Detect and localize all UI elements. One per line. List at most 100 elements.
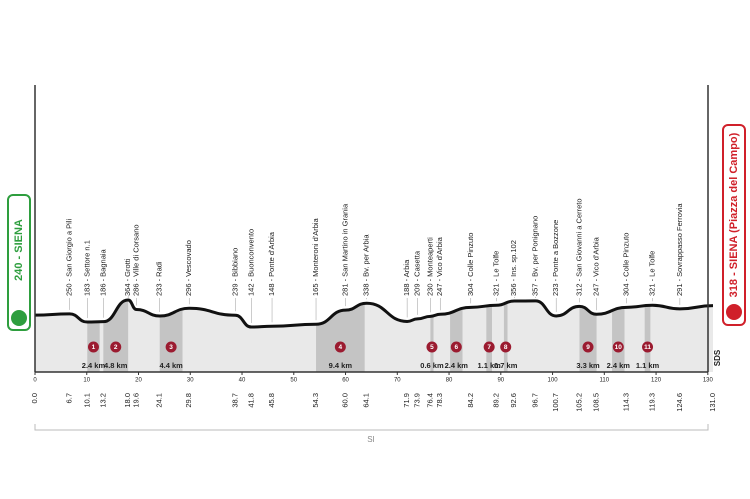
waypoint-label: 148 - Ponte d'Arbia <box>267 231 276 296</box>
sector-number: 7 <box>487 344 491 351</box>
x-tick-label: 120 <box>651 378 662 384</box>
km-label: 29.8 <box>184 393 193 408</box>
sector-number: 4 <box>339 344 343 351</box>
start-box <box>7 194 31 331</box>
sector-number: 9 <box>586 344 590 351</box>
sector-shade <box>450 300 463 372</box>
waypoint-label: 296 - Vescovado <box>184 240 193 296</box>
sector-shade <box>503 300 508 372</box>
sector-length: 1.1 km <box>636 361 660 370</box>
km-label: 108.5 <box>592 393 601 412</box>
waypoint-label: 142 - Buonconvento <box>246 229 255 296</box>
km-label: 73.9 <box>412 393 421 408</box>
sector-marker <box>582 341 594 353</box>
sector-length: 0.7 km <box>494 361 518 370</box>
sector-marker <box>642 341 654 353</box>
x-tick-label: 110 <box>600 378 610 384</box>
x-tick-label: 70 <box>394 378 401 384</box>
sector-shade <box>612 300 625 372</box>
sector-group <box>87 300 651 372</box>
km-label: 13.2 <box>98 393 107 408</box>
km-label: 24.1 <box>155 393 164 408</box>
finish-box <box>722 124 746 326</box>
waypoint-label: 188 - Arbia <box>402 259 411 296</box>
x-tick-label: 100 <box>548 378 559 384</box>
km-label: 96.7 <box>530 393 539 408</box>
sector-marker <box>426 341 438 353</box>
sector-number: 10 <box>615 344 623 351</box>
waypoint-label: 186 - Bagnaia <box>98 248 107 296</box>
km-label: 100.7 <box>551 393 560 412</box>
waypoint-label: 233 - Ponte a Bozzone <box>551 220 560 296</box>
km-label: 54.3 <box>311 393 320 408</box>
region-bracket <box>34 424 709 431</box>
waypoint-label: 364 - Grotti <box>123 258 132 296</box>
waypoint-label: 230 - Monteaperti <box>425 237 434 296</box>
sector-length: 4.4 km <box>159 361 183 370</box>
waypoint-label: 291 - Sovrappasso Ferrovia <box>675 203 684 296</box>
sector-number: 1 <box>92 344 96 351</box>
waypoint-label: 321 - Le Tolfe <box>647 251 656 296</box>
sector-length: 9.4 km <box>329 361 353 370</box>
sector-number: 6 <box>454 344 458 351</box>
start-icon <box>11 310 27 326</box>
km-label: 18.0 <box>123 393 132 408</box>
x-tick-label: 50 <box>290 378 297 384</box>
sector-shade <box>579 300 597 372</box>
sector-number: 8 <box>504 344 508 351</box>
km-label: 64.1 <box>362 393 371 408</box>
profile-area <box>35 300 713 372</box>
x-tick-label: 0 <box>33 378 37 384</box>
waypoint-label: 247 - Vico d'Arbia <box>435 236 444 296</box>
sector-marker <box>334 341 346 353</box>
sector-marker <box>612 341 624 353</box>
km-label: 41.8 <box>246 393 255 408</box>
km-label: 92.6 <box>509 393 518 408</box>
finish-label: 318 - SIENA (Piazza del Campo) <box>728 132 740 297</box>
waypoint-label: 247 - Vico d'Arbia <box>592 236 601 296</box>
sector-shade <box>486 300 493 372</box>
sector-marker <box>110 341 122 353</box>
x-tick-label: 130 <box>703 378 714 384</box>
km-label: 105.2 <box>574 393 583 412</box>
km-label: 78.3 <box>435 393 444 408</box>
waypoint-label: 165 - Monteroni d'Arbia <box>311 217 320 296</box>
x-tick-label: 10 <box>83 378 90 384</box>
km-label: 38.7 <box>230 393 239 408</box>
x-tick-label: 20 <box>135 378 142 384</box>
sector-length: 0.6 km <box>420 361 444 370</box>
km-label: 45.8 <box>267 393 276 408</box>
sector-length: 2.4 km <box>82 361 106 370</box>
km-label: 60.0 <box>341 393 350 408</box>
km-label: 6.7 <box>65 393 74 403</box>
waypoint-label: 304 - Colle Pinzuto <box>466 233 475 296</box>
sector-shade <box>644 300 651 372</box>
sector-number: 11 <box>644 344 651 351</box>
x-tick-label: 90 <box>497 378 504 384</box>
km-label: 19.6 <box>131 393 140 408</box>
waypoint-label: 239 - Bibbiano <box>230 248 239 296</box>
finish-icon <box>726 304 742 320</box>
waypoint-label: 233 - Radi <box>155 261 164 296</box>
sector-marker <box>450 341 462 353</box>
waypoint-label: 209 - Casetta <box>412 250 421 296</box>
sector-length: 2.4 km <box>607 361 631 370</box>
km-label: 84.2 <box>466 393 475 408</box>
profile-line <box>34 298 714 329</box>
sector-number: 5 <box>430 344 434 351</box>
km-label: 10.1 <box>82 393 91 408</box>
x-tick-label: 80 <box>446 378 453 384</box>
sector-number: 3 <box>169 344 173 351</box>
sector-length: 2.4 km <box>445 361 469 370</box>
waypoint-label: 338 - Bv. per Arbia <box>362 234 371 296</box>
x-tick-label: 60 <box>342 378 349 384</box>
waypoint-label: 312 - San Giovanni a Cerreto <box>574 198 583 296</box>
waypoint-label: 281 - San Martino in Grania <box>341 203 350 296</box>
sector-marker <box>483 341 495 353</box>
sector-length: 4.8 km <box>104 361 128 370</box>
km-label: 131.0 <box>708 393 717 412</box>
sector-marker <box>87 341 99 353</box>
x-tick-label: 40 <box>239 378 246 384</box>
